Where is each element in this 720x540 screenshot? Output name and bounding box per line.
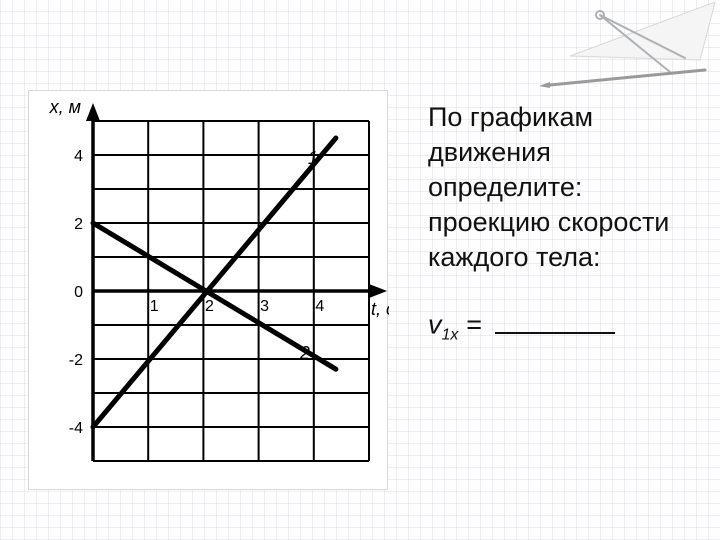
x-axis-label: t, с	[371, 299, 389, 319]
formula-op: =	[466, 310, 482, 340]
x-tick-label: 4	[315, 298, 324, 315]
y-tick-label: 4	[74, 148, 83, 165]
x-tick-label: 1	[150, 298, 159, 315]
x-tick-label: 3	[260, 298, 269, 315]
corner-decoration	[530, 0, 720, 100]
formula-var: v	[428, 310, 442, 340]
corner-deco-svg	[530, 0, 720, 95]
formula-line: v1x =	[428, 305, 698, 345]
y-axis-label: x, м	[49, 97, 81, 117]
formula-sub: 1x	[442, 327, 459, 344]
motion-chart: 0 2 4 -4 -2 1 2 3 4 x, м t, с 1 2	[29, 91, 389, 491]
answer-blank	[495, 305, 615, 333]
chart-container: 0 2 4 -4 -2 1 2 3 4 x, м t, с 1 2	[28, 90, 388, 490]
y-tick-label: -2	[69, 352, 83, 369]
y-axis-arrow	[86, 103, 100, 121]
prompt-text: По графикам движения определите: проекци…	[428, 100, 698, 275]
line-1	[93, 138, 336, 427]
x-tick-label: 2	[205, 298, 214, 315]
prompt-block: По графикам движения определите: проекци…	[428, 100, 698, 345]
y-tick-label: 0	[74, 284, 83, 301]
series-2-label: 2	[299, 343, 310, 363]
series-1-label: 1	[308, 148, 318, 168]
x-axis-arrow	[369, 284, 387, 298]
y-tick-label: -4	[69, 420, 83, 437]
y-tick-label: 2	[74, 216, 83, 233]
